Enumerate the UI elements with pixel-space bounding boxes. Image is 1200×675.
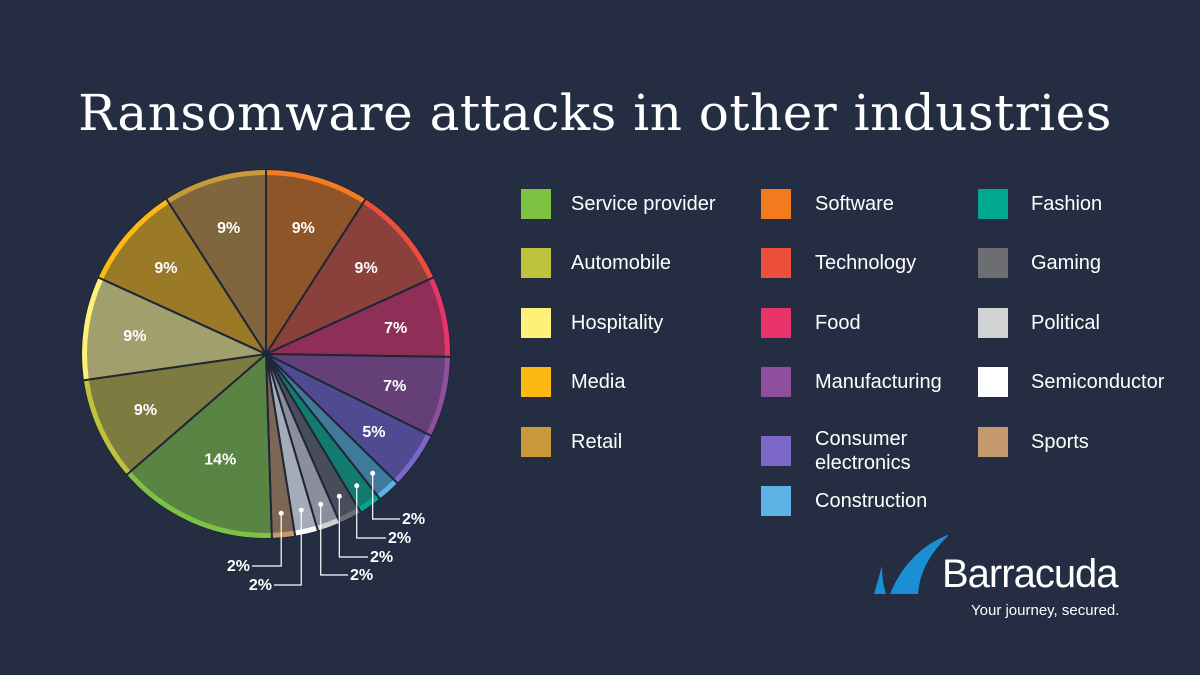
slice-label: 7%	[383, 378, 406, 395]
callout-line	[252, 513, 282, 567]
pie-rim-media	[99, 199, 169, 279]
slice-label: 9%	[355, 260, 378, 277]
slice-label: 14%	[204, 452, 236, 469]
legend-swatch	[521, 308, 551, 338]
pie-rim-consumer-electronics	[394, 434, 431, 483]
legend-swatch	[978, 427, 1008, 457]
legend-item-retail: Retail	[521, 427, 741, 457]
legend-label: Consumer electronics	[815, 428, 911, 474]
logo-brand: Barracuda	[942, 552, 1119, 596]
pie-rim-hospitality	[82, 278, 103, 380]
barracuda-logo: Barracuda Your journey, secured.	[868, 532, 1138, 627]
slice-label: 2%	[227, 558, 250, 575]
pie-rim-software	[266, 170, 365, 203]
legend-label: Fashion	[1031, 193, 1103, 215]
pie-rim-retail	[167, 170, 266, 203]
slice-label: 7%	[384, 320, 407, 337]
callout-dot	[298, 507, 304, 513]
legend-label: Sports	[1031, 431, 1089, 453]
legend-swatch	[978, 367, 1008, 397]
legend-item-media: Media	[521, 367, 741, 397]
legend-swatch	[761, 248, 791, 278]
callout-line	[356, 485, 386, 539]
legend-swatch	[521, 427, 551, 457]
legend-swatch	[978, 189, 1008, 219]
legend-item-consumer-electronics: Consumer electronics	[761, 427, 925, 475]
legend-item-software: Software	[761, 189, 985, 219]
slice-label: 5%	[362, 424, 385, 441]
legend-item-sports: Sports	[978, 427, 1200, 457]
legend-swatch	[761, 308, 791, 338]
slice-label: 9%	[134, 402, 157, 419]
legend-label: Software	[815, 193, 894, 215]
legend-label: Manufacturing	[815, 371, 942, 393]
legend-label: Automobile	[571, 252, 672, 274]
legend-swatch	[978, 248, 1008, 278]
legend-item-automobile: Automobile	[521, 248, 741, 278]
pie-rim-food	[429, 278, 450, 356]
callout-line	[320, 504, 348, 576]
legend-swatch	[521, 367, 551, 397]
legend-item-food: Food	[761, 308, 985, 338]
legend-item-semiconductor: Semiconductor	[978, 367, 1200, 397]
slice-label: 2%	[370, 549, 393, 566]
legend-item-construction: Construction	[761, 486, 985, 516]
legend-item-gaming: Gaming	[978, 248, 1200, 278]
callout-line	[338, 496, 368, 558]
legend-item-manufacturing: Manufacturing	[761, 367, 985, 397]
slice-label: 2%	[249, 577, 272, 594]
pie-rim-sports	[272, 530, 295, 538]
slice-label: 9%	[292, 220, 315, 237]
legend-swatch	[761, 367, 791, 397]
legend-item-hospitality: Hospitality	[521, 308, 741, 338]
legend-item-technology: Technology	[761, 248, 985, 278]
pie-rim-automobile	[84, 380, 131, 474]
chart-title: Ransomware attacks in other industries	[78, 83, 1112, 142]
slice-label: 2%	[350, 567, 373, 584]
legend-swatch	[761, 189, 791, 219]
legend-item-political: Political	[978, 308, 1200, 338]
legend-label: Retail	[571, 431, 623, 453]
legend-label: Technology	[815, 252, 917, 274]
legend-label: Service provider	[571, 193, 716, 215]
slice-label: 9%	[123, 328, 146, 345]
legend-label: Gaming	[1031, 252, 1102, 274]
legend-label: Political	[1031, 312, 1100, 334]
callout-line	[274, 510, 302, 586]
legend-swatch	[761, 436, 791, 466]
legend-label: Media	[571, 371, 626, 393]
legend-swatch	[521, 189, 551, 219]
legend-item-service-provider: Service provider	[521, 189, 741, 219]
legend-swatch	[761, 486, 791, 516]
slice-label: 2%	[388, 530, 411, 547]
legend-label: Food	[815, 312, 861, 334]
shark-fin-icon	[874, 534, 948, 594]
pie-rim-manufacturing	[426, 357, 450, 435]
callout-line	[372, 473, 400, 520]
slice-label: 2%	[402, 511, 425, 528]
slice-label: 9%	[154, 260, 177, 277]
slice-label: 9%	[217, 220, 240, 237]
legend-item-fashion: Fashion	[978, 189, 1200, 219]
legend-swatch	[521, 248, 551, 278]
legend-label: Semiconductor	[1031, 371, 1165, 393]
pie-rim-technology	[363, 199, 433, 279]
legend-label: Hospitality	[571, 312, 664, 334]
legend-swatch	[978, 308, 1008, 338]
logo-tagline: Your journey, secured.	[971, 602, 1120, 619]
legend-label: Construction	[815, 490, 928, 512]
pie-rim-service-provider	[127, 471, 271, 538]
